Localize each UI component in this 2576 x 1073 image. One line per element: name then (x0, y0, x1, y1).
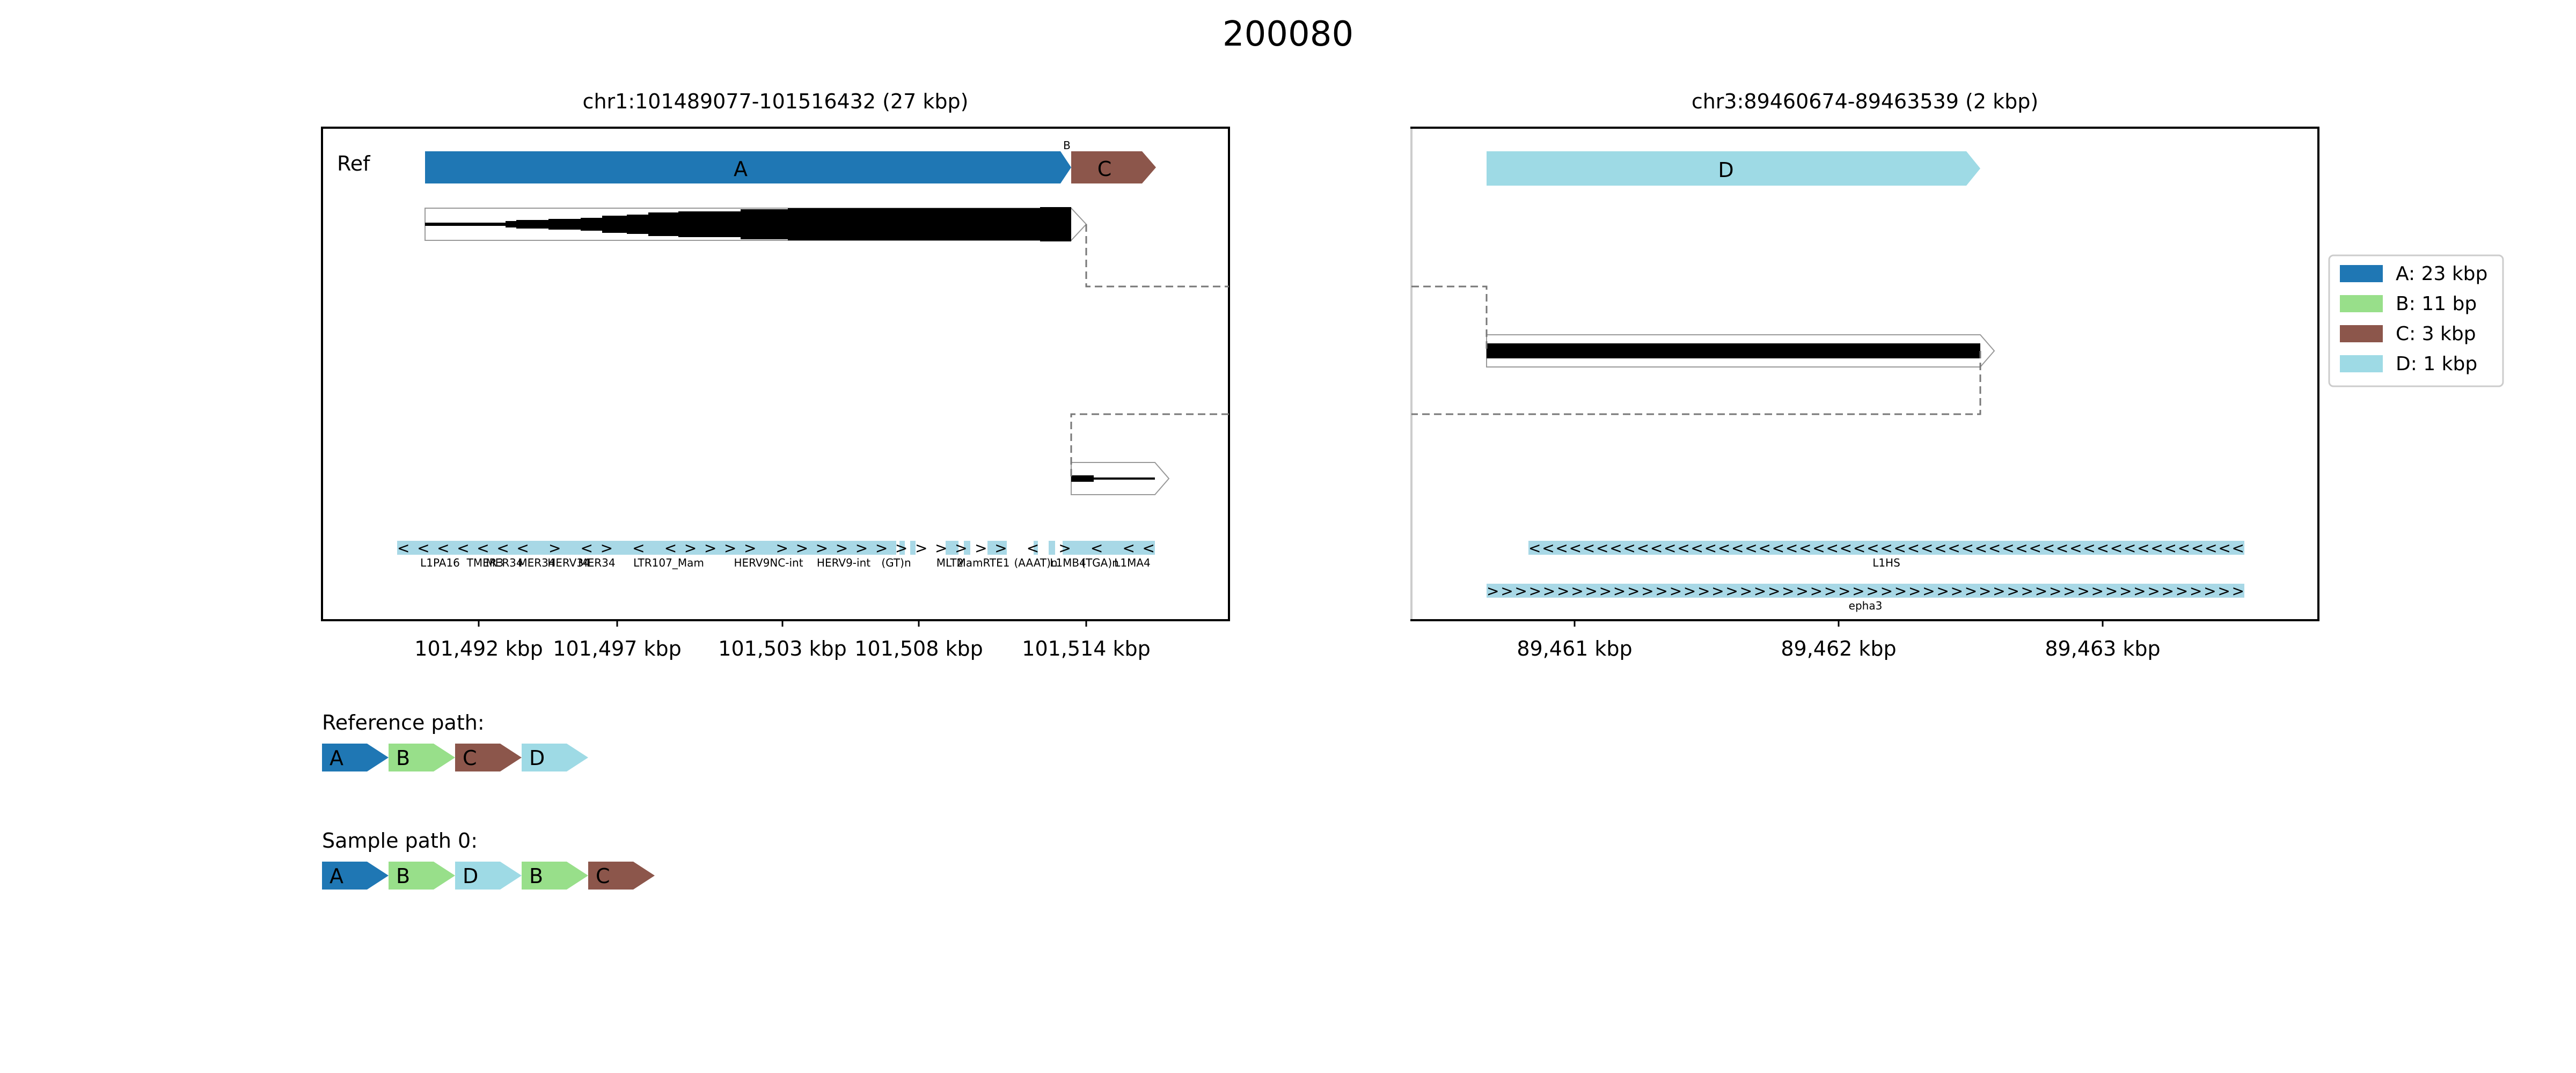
legend-swatch-c (2340, 325, 2383, 342)
ref-label: Ref (337, 152, 371, 175)
path-node-label: C (596, 864, 610, 888)
segment-a-label: A (734, 157, 748, 181)
reference-path-title: Reference path: (322, 711, 485, 734)
repeat-arrows-left: <<<<<<< > <> < <>>>> >>>>>>>>>>>> < > < … (397, 539, 1155, 557)
repeat-label: (TGA)n (1081, 556, 1119, 569)
right-panel: chr3:89460674-89463539 (2 kbp) D <<<<<<<… (1410, 90, 2319, 660)
legend-label-c: C: 3 kbp (2396, 323, 2476, 345)
path-node-d (522, 744, 588, 771)
connector-a-to-d (1085, 224, 1488, 351)
left-panel: chr1:101489077-101516432 (27 kbp) Ref A … (321, 90, 1230, 660)
repeat-label: MER34 (518, 556, 555, 569)
reference-path-nodes: A B C D (322, 744, 588, 771)
repeat-label: L1MB4 (1050, 556, 1086, 569)
alignment-track-2-line (1094, 477, 1155, 480)
alignment-track-2-bar (1071, 475, 1094, 482)
path-node-label: B (396, 864, 410, 888)
path-node-label: D (529, 746, 545, 770)
repeat-track-right-1 (1528, 541, 2244, 555)
segment-d-arrow (1487, 151, 1980, 186)
path-node-b (389, 862, 455, 890)
tick-label: 101,514 kbp (1022, 637, 1150, 660)
tick-label: 89,462 kbp (1781, 637, 1896, 660)
path-node-c (455, 744, 522, 771)
segment-c-arrow (1071, 151, 1156, 183)
legend: A: 23 kbp B: 11 bp C: 3 kbp D: 1 kbp (2328, 254, 2504, 387)
repeat-label: (AAAT)n (1014, 556, 1057, 569)
repeat-label: LTR107_Mam (633, 556, 704, 569)
path-node-b (389, 744, 455, 771)
path-node-b (522, 862, 588, 890)
path-node-label: B (396, 746, 410, 770)
left-x-tick-labels: 101,492 kbp 101,497 kbp 101,503 kbp 101,… (414, 637, 1150, 660)
repeat-track-right-2 (1487, 584, 2244, 598)
path-node-label: B (529, 864, 543, 888)
tick-label: 89,461 kbp (1517, 637, 1632, 660)
left-panel-title: chr1:101489077-101516432 (27 kbp) (583, 90, 969, 113)
repeat-label: MamRTE1 (956, 556, 1009, 569)
repeat-track-left (397, 541, 1155, 555)
tick-label: 89,463 kbp (2045, 637, 2160, 660)
legend-frame (2328, 254, 2504, 387)
legend-label-b: B: 11 bp (2396, 293, 2477, 315)
repeat-label: HERV34 (547, 556, 590, 569)
segment-b-label: B (1063, 139, 1071, 152)
right-x-tick-labels: 89,461 kbp 89,462 kbp 89,463 kbp (1517, 637, 2160, 660)
tick-label: 101,508 kbp (854, 637, 983, 660)
repeat-label: HERV9NC-int (734, 556, 803, 569)
segment-c-label: C (1097, 157, 1112, 181)
repeat-arrows-right-1: <<<<<<<<<<<<<<<<<<<<<<<<<<<<<<<<<<<<<<<<… (1528, 539, 2244, 557)
path-node-label: A (330, 746, 343, 770)
legend-label-a: A: 23 kbp (2396, 263, 2487, 285)
repeat-label: HERV9-int (817, 556, 870, 569)
tick-label: 101,503 kbp (718, 637, 846, 660)
right-panel-title: chr3:89460674-89463539 (2 kbp) (1692, 90, 2038, 113)
sample-path-0: Sample path 0: A B D B C (322, 829, 655, 890)
path-node-d (455, 862, 522, 890)
left-x-axis (478, 620, 1087, 627)
path-node-label: A (330, 864, 343, 888)
legend-swatch-a (2340, 265, 2383, 282)
repeat-label: L1PA16 (420, 556, 460, 569)
figure-title: 200080 (1223, 14, 1353, 54)
alignment-coverage (425, 207, 1071, 241)
path-node-label: C (463, 746, 477, 770)
sample-path-0-title: Sample path 0: (322, 829, 478, 852)
dashed-connectors (1070, 224, 1981, 479)
repeat-label: MER34 (486, 556, 523, 569)
right-x-axis (1574, 620, 2104, 627)
reference-path: Reference path: A B C D (322, 711, 588, 771)
tick-label: 101,492 kbp (414, 637, 543, 660)
path-node-label: D (463, 864, 478, 888)
legend-swatch-b (2340, 295, 2383, 312)
legend-swatch-d (2340, 355, 2383, 372)
repeat-label: (GT)n (881, 556, 911, 569)
tick-label: 101,497 kbp (553, 637, 681, 660)
connector-d-to-b (1070, 351, 1981, 479)
right-panel-frame (1410, 127, 2319, 621)
repeat-label: MLT2 (936, 556, 964, 569)
path-node-a (322, 862, 389, 890)
segment-a-arrow (425, 151, 1071, 183)
segment-d-label: D (1718, 158, 1733, 182)
repeat-label: TMER3 (466, 556, 504, 569)
repeat-label: L1MA4 (1114, 556, 1151, 569)
legend-label-d: D: 1 kbp (2396, 353, 2477, 375)
repeat-label-right-2: epha3 (1849, 599, 1883, 612)
path-node-c (588, 862, 655, 890)
repeat-label-right-1: L1HS (1872, 556, 1900, 569)
path-node-a (322, 744, 389, 771)
repeat-label: MER34 (578, 556, 615, 569)
alignment-track-d-bar (1487, 343, 1980, 358)
repeat-labels-left: L1PA16 TMER3 MER34 MER34 HERV34 MER34 LT… (420, 556, 1151, 569)
